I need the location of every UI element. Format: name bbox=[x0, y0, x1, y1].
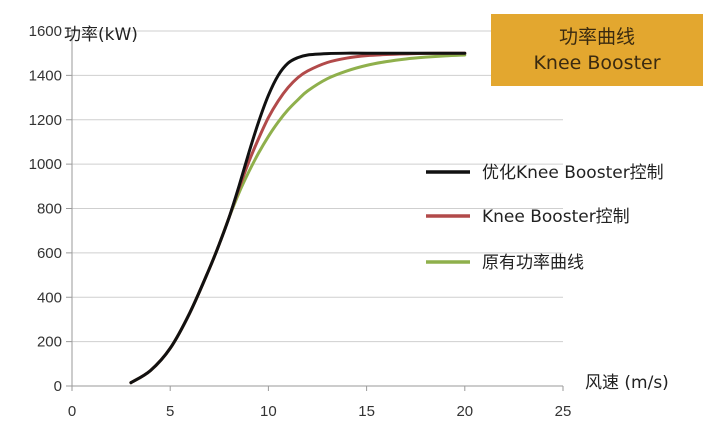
legend-label: 原有功率曲线 bbox=[482, 253, 584, 273]
y-tick-label: 800 bbox=[37, 201, 62, 218]
axes bbox=[66, 30, 564, 391]
grid-lines bbox=[72, 30, 563, 343]
x-tick-label: 10 bbox=[260, 403, 277, 420]
series-line bbox=[129, 53, 467, 385]
tick-labels: 0 200 400 600 800 1000 1200 1400 1600 0 5 10 15 20 25 bbox=[29, 23, 572, 420]
chart-subtitle: Knee Booster bbox=[533, 52, 661, 74]
series-line bbox=[129, 51, 467, 385]
x-tick-label: 5 bbox=[166, 403, 174, 420]
y-tick-label: 600 bbox=[37, 245, 62, 262]
legend-label: Knee Booster控制 bbox=[482, 207, 630, 227]
y-tick-label: 200 bbox=[37, 334, 62, 351]
y-tick-label: 1000 bbox=[29, 156, 62, 173]
y-tick-label: 0 bbox=[54, 378, 62, 395]
x-tick-label: 0 bbox=[68, 403, 76, 420]
x-tick-label: 15 bbox=[358, 403, 375, 420]
x-axis-title: 风速 (m/s) bbox=[585, 373, 669, 393]
y-tick-label: 400 bbox=[37, 289, 62, 306]
y-tick-label: 1600 bbox=[29, 23, 62, 40]
y-axis-title: 功率(kW) bbox=[64, 25, 138, 45]
x-tick-label: 20 bbox=[456, 403, 473, 420]
series-lines bbox=[129, 51, 467, 385]
series-line bbox=[129, 51, 467, 385]
legend-label: 优化Knee Booster控制 bbox=[482, 163, 664, 183]
y-tick-label: 1400 bbox=[29, 67, 62, 84]
x-tick-label: 25 bbox=[555, 403, 572, 420]
chart-title: 功率曲线 bbox=[558, 26, 635, 48]
y-tick-label: 1200 bbox=[29, 112, 62, 129]
chart-title-box: 功率曲线 Knee Booster bbox=[491, 14, 703, 86]
